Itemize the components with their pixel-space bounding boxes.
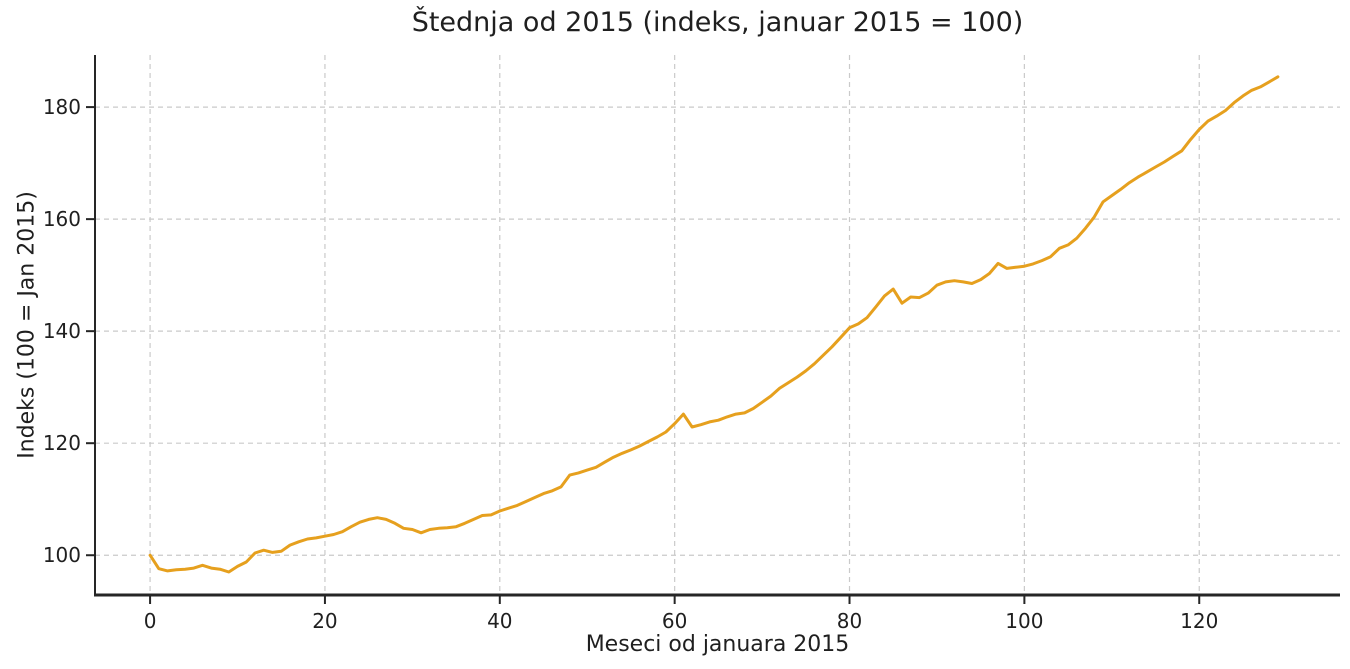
x-tick-label: 100 <box>1005 609 1043 633</box>
y-tick-label: 140 <box>43 319 81 343</box>
chart-title: Štednja od 2015 (indeks, januar 2015 = 1… <box>411 7 1024 38</box>
y-axis-label: Indeks (100 = Jan 2015) <box>14 191 40 459</box>
x-tick-label: 0 <box>144 609 157 633</box>
x-tick-label: 120 <box>1180 609 1218 633</box>
y-tick-label: 160 <box>43 207 81 231</box>
y-tick-label: 120 <box>43 431 81 455</box>
savings-index-line <box>148 75 1280 574</box>
x-tick-label: 20 <box>312 609 337 633</box>
x-tick-label: 40 <box>487 609 512 633</box>
x-tick-label: 60 <box>662 609 687 633</box>
y-tick-label: 180 <box>43 95 81 119</box>
x-tick-label: 80 <box>837 609 862 633</box>
y-tick-label: 100 <box>43 543 81 567</box>
x-axis-label: Meseci od januara 2015 <box>585 632 850 657</box>
